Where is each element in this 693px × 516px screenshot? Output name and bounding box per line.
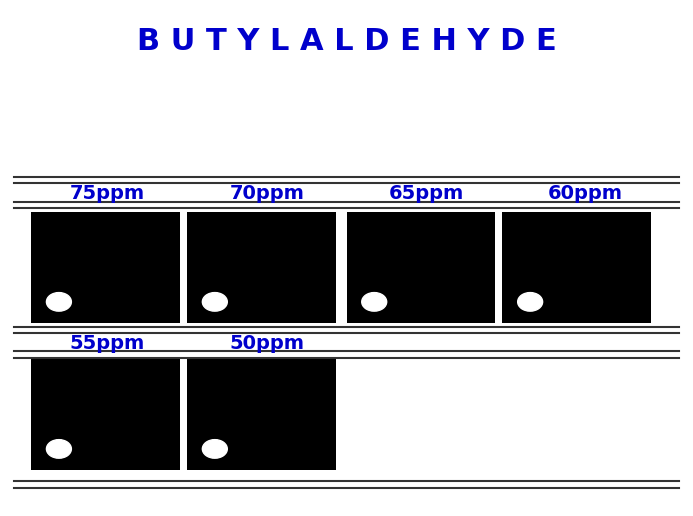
Bar — [187, 212, 336, 322]
Bar — [346, 212, 495, 322]
Bar — [31, 212, 180, 322]
Circle shape — [518, 293, 543, 311]
Circle shape — [202, 440, 227, 458]
Circle shape — [202, 293, 227, 311]
Text: 50ppm: 50ppm — [229, 334, 304, 352]
Text: B U T Y L A L D E H Y D E: B U T Y L A L D E H Y D E — [137, 27, 556, 56]
Text: 65ppm: 65ppm — [389, 184, 464, 203]
Bar — [187, 359, 336, 470]
Text: 75ppm: 75ppm — [70, 184, 145, 203]
Bar — [31, 359, 180, 470]
Bar — [502, 212, 651, 322]
Text: 70ppm: 70ppm — [229, 184, 304, 203]
Circle shape — [46, 440, 71, 458]
Text: 60ppm: 60ppm — [548, 184, 623, 203]
Circle shape — [362, 293, 387, 311]
Circle shape — [46, 293, 71, 311]
Text: 55ppm: 55ppm — [70, 334, 145, 352]
